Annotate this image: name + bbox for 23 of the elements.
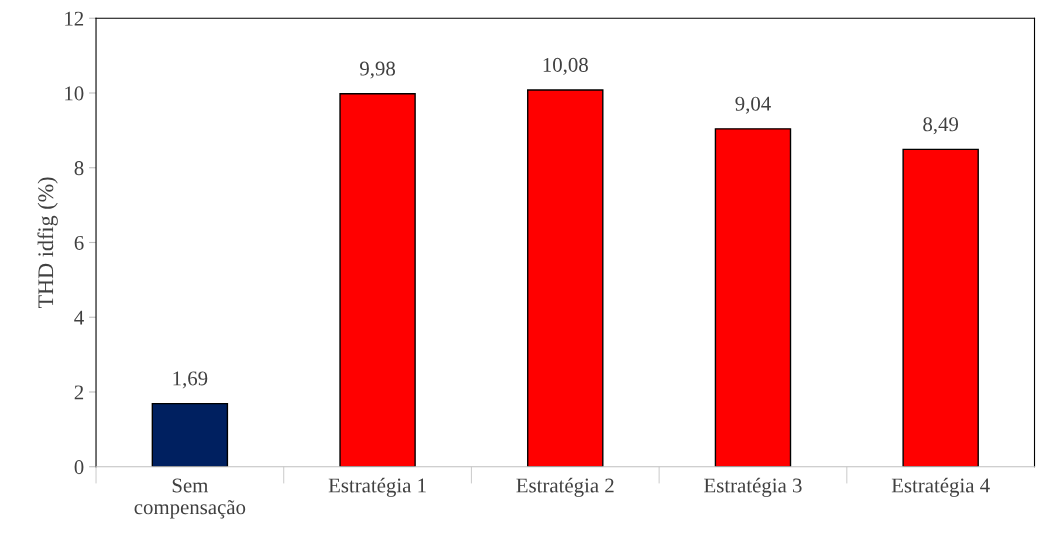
x-tick-label: Estratégia 2 [516,477,614,497]
y-tick-label: 6 [74,235,84,250]
bar [902,148,979,467]
x-tick-label: Sem compensação [134,478,246,519]
y-tick-label: 4 [74,310,84,325]
y-axis-title: THD idfig (%) [37,177,58,309]
bar [527,89,604,467]
y-tick-label: 2 [74,385,84,400]
x-tick-label: Estratégia 4 [891,477,990,497]
y-tick-label: 10 [65,86,84,101]
y-tick-label: 8 [74,161,84,176]
y-tick-label: 12 [65,11,84,26]
data-label: 10,08 [543,57,588,75]
data-label: 9,04 [735,96,771,114]
bar [339,93,416,467]
bar [714,128,792,467]
bar [151,402,229,467]
x-tick-label: Estratégia 1 [328,477,426,497]
data-label: 8,49 [923,117,959,135]
data-label: 1,69 [173,371,208,389]
x-tick-label: Estratégia 3 [704,477,802,497]
data-label: 9,98 [360,61,396,79]
y-tick-label: 0 [74,460,84,475]
